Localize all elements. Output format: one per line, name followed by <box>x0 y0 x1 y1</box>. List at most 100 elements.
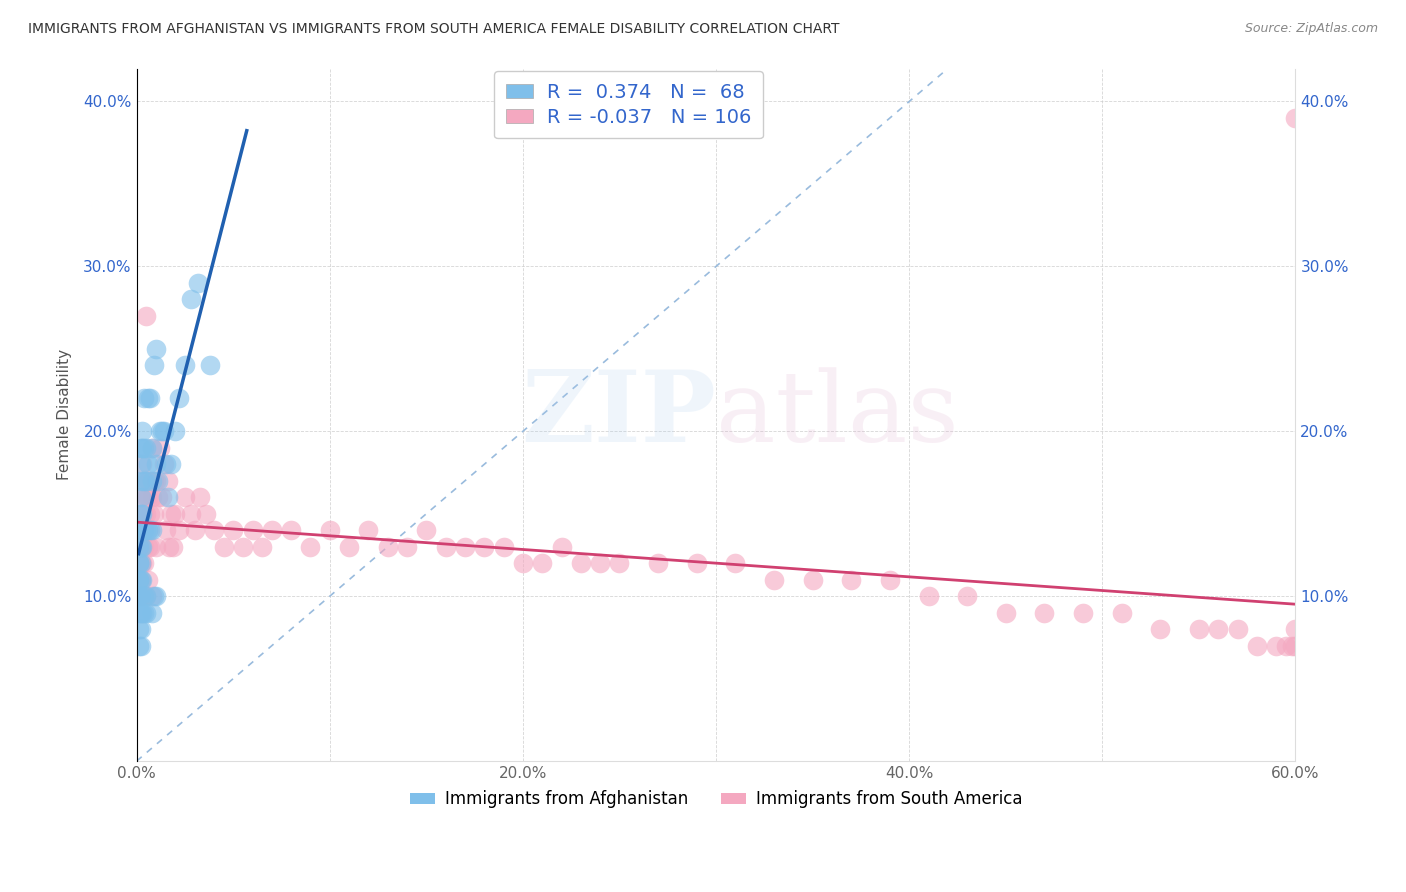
Point <box>569 556 592 570</box>
Point <box>686 556 709 570</box>
Point <box>839 573 862 587</box>
Point <box>129 589 152 603</box>
Point <box>160 507 183 521</box>
Point <box>136 573 159 587</box>
Point <box>724 556 747 570</box>
Point <box>472 540 495 554</box>
Point <box>134 507 156 521</box>
Point <box>131 540 153 554</box>
Point <box>165 425 187 439</box>
Point <box>131 490 153 504</box>
Point <box>141 474 163 488</box>
Point <box>135 589 157 603</box>
Point <box>131 507 153 521</box>
Point <box>319 523 342 537</box>
Point <box>129 457 152 471</box>
Point <box>415 523 437 537</box>
Point <box>232 540 254 554</box>
Point <box>136 457 159 471</box>
Point <box>131 425 153 439</box>
Point <box>129 507 152 521</box>
Point <box>152 425 174 439</box>
Point <box>134 441 156 455</box>
Text: atlas: atlas <box>716 367 959 463</box>
Point <box>135 523 157 537</box>
Point <box>180 507 202 521</box>
Point <box>139 507 162 521</box>
Text: Source: ZipAtlas.com: Source: ZipAtlas.com <box>1244 22 1378 36</box>
Point <box>512 556 534 570</box>
Point <box>1284 622 1306 636</box>
Point <box>1033 606 1056 620</box>
Point <box>1188 622 1211 636</box>
Point <box>762 573 785 587</box>
Point <box>647 556 669 570</box>
Point <box>131 606 153 620</box>
Point <box>145 457 167 471</box>
Point <box>145 342 167 356</box>
Point <box>1226 622 1249 636</box>
Point <box>190 490 212 504</box>
Point <box>128 540 150 554</box>
Point <box>134 523 156 537</box>
Point <box>128 523 150 537</box>
Point <box>145 474 167 488</box>
Point <box>128 622 150 636</box>
Point <box>129 556 152 570</box>
Point <box>134 556 156 570</box>
Point <box>1275 639 1298 653</box>
Point <box>337 540 360 554</box>
Point <box>202 523 225 537</box>
Point <box>160 457 183 471</box>
Point <box>434 540 457 554</box>
Point <box>134 606 156 620</box>
Point <box>165 507 187 521</box>
Point <box>129 589 152 603</box>
Point <box>260 523 283 537</box>
Point <box>141 606 163 620</box>
Point <box>396 540 419 554</box>
Text: ZIP: ZIP <box>522 367 716 463</box>
Point <box>136 523 159 537</box>
Point <box>129 490 152 504</box>
Point <box>139 474 162 488</box>
Point <box>131 556 153 570</box>
Point <box>242 523 264 537</box>
Point <box>129 523 152 537</box>
Point <box>167 392 190 406</box>
Point <box>128 589 150 603</box>
Point <box>1284 639 1306 653</box>
Point <box>129 474 152 488</box>
Point <box>134 540 156 554</box>
Point <box>134 392 156 406</box>
Point <box>135 589 157 603</box>
Point <box>135 474 157 488</box>
Point <box>135 606 157 620</box>
Point <box>139 392 162 406</box>
Point <box>128 540 150 554</box>
Point <box>198 359 221 373</box>
Point <box>162 540 184 554</box>
Point <box>183 523 205 537</box>
Point <box>879 573 901 587</box>
Point <box>141 441 163 455</box>
Point <box>129 573 152 587</box>
Point <box>1149 622 1171 636</box>
Point <box>128 573 150 587</box>
Point <box>187 276 209 290</box>
Point <box>212 540 235 554</box>
Point <box>134 589 156 603</box>
Point <box>1265 639 1288 653</box>
Point <box>134 523 156 537</box>
Point <box>136 490 159 504</box>
Point <box>128 573 150 587</box>
Point <box>1111 606 1133 620</box>
Point <box>159 540 181 554</box>
Point <box>128 556 150 570</box>
Point <box>131 441 153 455</box>
Point <box>143 589 166 603</box>
Point <box>150 425 173 439</box>
Point <box>299 540 322 554</box>
Point <box>128 606 150 620</box>
Point <box>143 474 166 488</box>
